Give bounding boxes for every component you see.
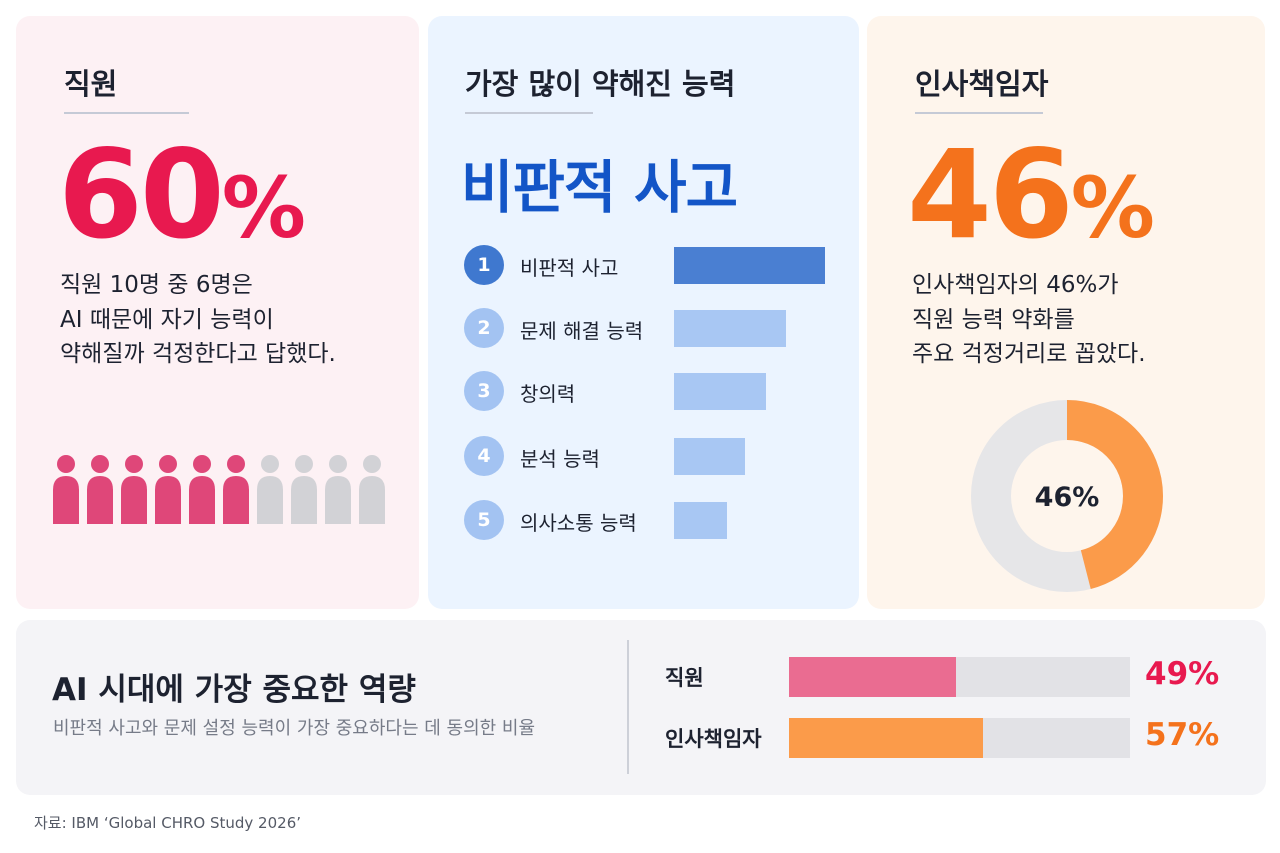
person-icon <box>291 455 317 524</box>
employee-percent-sign: % <box>221 159 306 257</box>
source-note: 자료: IBM ‘Global CHRO Study 2026’ <box>34 814 301 832</box>
employee-title-rule <box>64 112 189 114</box>
skill-title-rule <box>465 112 593 114</box>
comparison-value: 49% <box>1145 656 1220 692</box>
employee-desc-line: 약해질까 걱정한다고 답했다. <box>60 341 336 367</box>
skill-label: 비판적 사고 <box>520 256 619 280</box>
comparison-track <box>789 718 1130 758</box>
person-icon <box>87 455 113 524</box>
vertical-divider <box>627 640 629 774</box>
employee-percent: 60% <box>58 134 306 256</box>
skill-label: 분석 능력 <box>520 447 600 471</box>
chro-percent-sign: % <box>1070 159 1155 257</box>
person-icon <box>189 455 215 524</box>
importance-subtitle: 비판적 사고와 문제 설정 능력이 가장 중요하다는 데 동의한 비율 <box>53 718 536 739</box>
comparison-row: 직원 49% <box>665 655 1225 697</box>
person-icon <box>223 455 249 524</box>
skill-label: 문제 해결 능력 <box>520 319 644 343</box>
skill-card: 가장 많이 약해진 능력 비판적 사고 1 비판적 사고 2 문제 해결 능력 … <box>428 16 859 609</box>
skill-title: 가장 많이 약해진 능력 <box>465 67 736 101</box>
skill-bar <box>674 438 745 475</box>
employee-desc-line: AI 때문에 자기 능력이 <box>60 306 274 333</box>
people-icon-row <box>53 455 385 524</box>
rank-number-badge: 1 <box>464 245 504 285</box>
person-icon <box>359 455 385 524</box>
employee-percent-number: 60 <box>58 124 225 266</box>
comparison-row: 인사책임자 57% <box>665 716 1225 758</box>
skill-bar <box>674 373 767 410</box>
skill-label: 의사소통 능력 <box>520 511 637 535</box>
skill-label: 창의력 <box>520 382 576 406</box>
chro-percent: 46% <box>907 134 1155 256</box>
rank-number-badge: 3 <box>464 371 504 411</box>
comparison-label: 인사책임자 <box>665 727 762 751</box>
chro-percent-number: 46 <box>907 124 1074 266</box>
person-icon <box>257 455 283 524</box>
comparison-label: 직원 <box>665 666 704 690</box>
chro-description: 인사책임자의 46%가 직원 능력 약화를 주요 걱정거리로 꼽았다. <box>912 268 1146 372</box>
donut-center-label: 46% <box>1035 482 1100 513</box>
skill-bar <box>674 502 727 539</box>
comparison-bar <box>789 718 984 758</box>
chro-title: 인사책임자 <box>915 67 1049 101</box>
chro-card: 인사책임자 46% 인사책임자의 46%가 직원 능력 약화를 주요 걱정거리로… <box>867 16 1265 609</box>
comparison-bar <box>789 657 957 697</box>
employee-desc-line: 직원 10명 중 6명은 <box>60 272 253 298</box>
employee-card: 직원 60% 직원 10명 중 6명은 AI 때문에 자기 능력이 약해질까 걱… <box>16 16 419 609</box>
person-icon <box>325 455 351 524</box>
person-icon <box>121 455 147 524</box>
skill-rank-row: 3 창의력 <box>464 370 844 412</box>
employee-description: 직원 10명 중 6명은 AI 때문에 자기 능력이 약해질까 걱정한다고 답했… <box>60 268 336 372</box>
skill-rank-row: 2 문제 해결 능력 <box>464 307 844 349</box>
chro-desc-line: 주요 걱정거리로 꼽았다. <box>912 341 1146 367</box>
skill-rank-row: 1 비판적 사고 <box>464 244 844 286</box>
skill-rank-row: 5 의사소통 능력 <box>464 499 844 541</box>
chro-desc-line: 인사책임자의 46%가 <box>912 272 1119 298</box>
rank-number-badge: 5 <box>464 500 504 540</box>
person-icon <box>53 455 79 524</box>
importance-title: AI 시대에 가장 중요한 역량 <box>52 672 416 708</box>
comparison-value: 57% <box>1145 717 1220 753</box>
skill-rank-row: 4 분석 능력 <box>464 435 844 477</box>
chro-donut-chart: 46% <box>971 400 1163 592</box>
chro-desc-line: 직원 능력 약화를 <box>912 306 1075 333</box>
person-icon <box>155 455 181 524</box>
skill-bar <box>674 247 825 284</box>
skill-bar <box>674 310 786 347</box>
chro-title-rule <box>915 112 1043 114</box>
rank-number-badge: 2 <box>464 308 504 348</box>
importance-card: AI 시대에 가장 중요한 역량 비판적 사고와 문제 설정 능력이 가장 중요… <box>16 620 1266 795</box>
employee-title: 직원 <box>64 67 118 101</box>
skill-headline: 비판적 사고 <box>461 155 738 221</box>
rank-number-badge: 4 <box>464 436 504 476</box>
comparison-track <box>789 657 1130 697</box>
donut-value-arc <box>971 400 1163 592</box>
